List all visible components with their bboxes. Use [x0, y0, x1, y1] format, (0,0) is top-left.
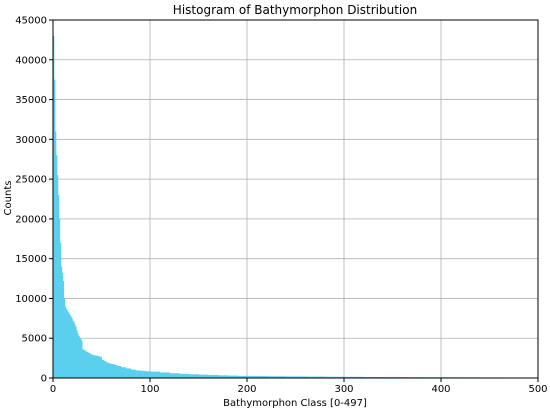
histogram-bar: [63, 298, 66, 378]
histogram-bar: [179, 373, 190, 378]
histogram-bar: [101, 359, 104, 378]
plot-frame: [52, 19, 539, 379]
x-tick-label: 100: [140, 384, 159, 395]
histogram-bar: [80, 339, 82, 378]
histogram-bar: [111, 364, 115, 378]
histogram-bar: [75, 327, 77, 378]
histogram-bar: [150, 371, 161, 378]
y-tick-label: 15000: [15, 254, 47, 265]
histogram-bar: [69, 315, 71, 378]
histogram-bar: [227, 375, 238, 378]
histogram-bar: [77, 333, 79, 378]
histogram-bar: [103, 360, 106, 378]
x-tick-label: 300: [334, 384, 353, 395]
histogram-bar: [67, 311, 69, 378]
histogram-bar: [82, 349, 85, 378]
grid-lines: [52, 19, 539, 379]
histogram-bar: [66, 310, 68, 378]
histogram-bar: [114, 364, 118, 378]
histogram-bar: [237, 375, 248, 378]
x-tick-label: 200: [237, 384, 256, 395]
histogram-bar: [57, 195, 60, 378]
histogram-bar: [76, 330, 78, 378]
y-tick-label: 40000: [15, 55, 47, 66]
plot-area-border: [52, 19, 539, 379]
histogram-bar: [99, 356, 102, 378]
y-tick-label: 25000: [15, 175, 47, 186]
histogram-bar: [87, 352, 91, 378]
x-axis-label: Bathymorphon Class [0-497]: [223, 398, 367, 409]
histogram-bar: [55, 155, 58, 378]
histogram-bar: [305, 376, 325, 378]
x-tick-label: 400: [431, 384, 450, 395]
x-tick-label: 0: [50, 384, 56, 395]
histogram-bar: [59, 242, 62, 378]
histogram-bar: [247, 376, 267, 378]
axis-ticks: 0 100 200 300 400 500050001000015000200002500…: [15, 16, 547, 396]
histogram-bar: [217, 375, 228, 378]
histogram-bar: [188, 374, 199, 378]
histogram-bar: [84, 350, 87, 378]
histogram-bar: [68, 313, 70, 378]
histogram-bar: [208, 374, 219, 378]
histogram-bar: [65, 308, 67, 378]
histogram-bar: [198, 374, 209, 378]
histogram-bar: [79, 337, 81, 378]
histogram-bar: [58, 218, 61, 378]
histogram-bar: [145, 371, 151, 378]
histogram-bar: [125, 368, 131, 378]
y-tick-label: 35000: [15, 95, 47, 106]
histogram-bars: [53, 35, 536, 379]
histogram-bar: [53, 35, 55, 379]
histogram-bar: [109, 363, 112, 378]
histogram-bar: [62, 280, 65, 378]
histogram-bar: [107, 362, 110, 378]
histogram-bar: [61, 272, 64, 378]
histogram-bar: [324, 376, 345, 378]
y-axis-label: Counts: [3, 181, 14, 216]
histogram-bar: [95, 355, 99, 378]
y-tick-label: 5000: [22, 334, 47, 345]
histogram-bar: [70, 316, 72, 378]
y-tick-label: 20000: [15, 214, 47, 225]
histogram-bar: [344, 376, 364, 378]
histogram-bar: [60, 266, 63, 378]
y-tick-label: 0: [41, 374, 47, 385]
histogram-bar: [64, 306, 67, 378]
histogram-bar: [266, 376, 287, 378]
histogram-bar: [78, 335, 80, 378]
histogram-bar: [169, 373, 180, 378]
histogram-bar: [159, 372, 170, 378]
chart-title: Histogram of Bathymorphon Distribution: [173, 3, 417, 17]
histogram-bar: [91, 354, 95, 378]
histogram-bar: [81, 340, 83, 378]
histogram-bar: [71, 318, 73, 378]
y-tick-label: 10000: [15, 294, 47, 305]
histogram-bar: [53, 79, 56, 379]
y-tick-label: 30000: [15, 135, 47, 146]
histogram-bar: [89, 354, 93, 378]
histogram-bar: [56, 175, 59, 378]
histogram-bar: [363, 376, 384, 378]
histogram-bar: [120, 367, 127, 378]
histogram-bar: [72, 320, 74, 378]
x-tick-label: 500: [528, 384, 547, 395]
histogram-bar: [105, 362, 108, 378]
histogram-bar: [93, 355, 97, 378]
histogram-bar: [74, 324, 76, 378]
histogram-bar: [97, 356, 100, 378]
histogram-bar: [117, 366, 122, 378]
histogram-bar: [85, 351, 89, 378]
histogram-bar: [140, 370, 146, 378]
histogram-bar: [285, 376, 306, 378]
histogram-bar: [135, 370, 141, 378]
histogram-bar: [130, 369, 136, 378]
histogram-bar: [54, 131, 57, 378]
histogram-bar: [73, 322, 75, 378]
y-tick-label: 45000: [15, 16, 47, 27]
